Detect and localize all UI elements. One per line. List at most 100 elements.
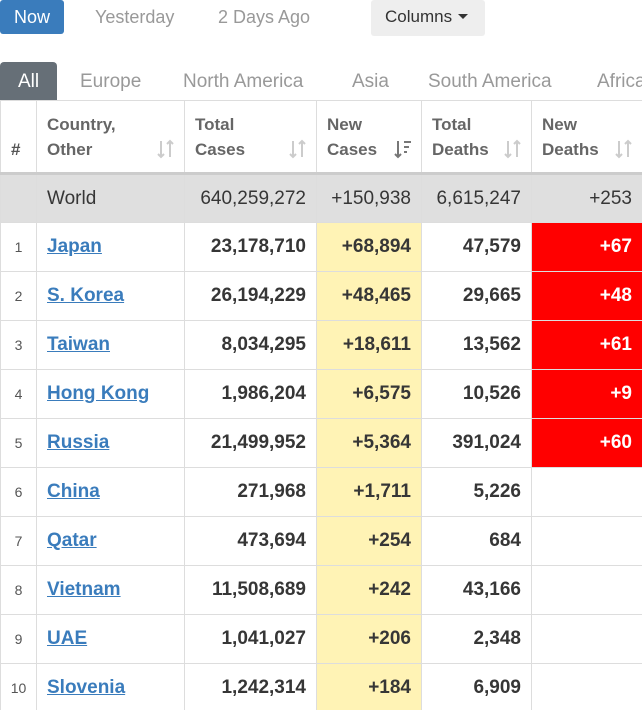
table-row: 1 Japan 23,178,710 +68,894 47,579 +67 [0,222,642,272]
table-row: 7 Qatar 473,694 +254 684 [0,516,642,566]
table-row: 9 UAE 1,041,027 +206 2,348 [0,614,642,664]
total-deaths-cell: 47,579 [421,222,532,272]
row-index: 5 [0,418,37,468]
row-index: 9 [0,614,37,664]
new-deaths-cell [531,467,642,517]
new-deaths-cell: +67 [531,222,642,272]
covid-table: # Country, Other Total Cases New Case [0,100,642,710]
total-deaths-cell: 10,526 [421,369,532,419]
new-cases-cell: +18,611 [316,320,422,370]
world-index-cell [0,173,37,223]
tab-now[interactable]: Now [0,0,65,34]
world-new-cases: +150,938 [316,173,422,223]
total-cases-cell: 23,178,710 [184,222,317,272]
row-index: 4 [0,369,37,419]
row-index: 2 [0,271,37,321]
country-link-text[interactable]: Hong Kong [47,383,150,404]
country-link-text[interactable]: Vietnam [47,579,121,600]
row-index: 3 [0,320,37,370]
new-cases-cell: +68,894 [316,222,422,272]
header-total-cases-line1: Total [195,114,235,134]
tab-north-america[interactable]: North America [183,71,304,92]
total-cases-cell: 1,242,314 [184,663,317,710]
country-link: Taiwan [36,320,185,370]
new-cases-cell: +1,711 [316,467,422,517]
table-row: 6 China 271,968 +1,711 5,226 [0,467,642,517]
header-new-cases-line1: New [327,114,362,134]
total-cases-cell: 1,986,204 [184,369,317,419]
table-row: 3 Taiwan 8,034,295 +18,611 13,562 +61 [0,320,642,370]
total-cases-cell: 11,508,689 [184,565,317,615]
header-total-deaths-line1: Total [432,114,472,134]
country-link: S. Korea [36,271,185,321]
world-total-deaths: 6,615,247 [421,173,532,223]
country-link-text[interactable]: China [47,481,100,502]
row-index: 8 [0,565,37,615]
country-link: Vietnam [36,565,185,615]
new-deaths-cell: +61 [531,320,642,370]
world-row: World 640,259,272 +150,938 6,615,247 +25… [0,173,642,223]
table-header-row: # Country, Other Total Cases New Case [0,100,642,174]
new-deaths-cell: +9 [531,369,642,419]
tab-south-america[interactable]: South America [428,71,552,92]
header-new-deaths[interactable]: New Deaths [531,100,642,174]
total-cases-cell: 26,194,229 [184,271,317,321]
table-row: 2 S. Korea 26,194,229 +48,465 29,665 +48 [0,271,642,321]
table-row: 4 Hong Kong 1,986,204 +6,575 10,526 +9 [0,369,642,419]
row-index: 6 [0,467,37,517]
total-deaths-cell: 391,024 [421,418,532,468]
region-tab-bar: All Europe North America Asia South Amer… [0,62,642,101]
new-cases-cell: +184 [316,663,422,710]
header-country-line1: Country, [47,114,116,134]
total-deaths-cell: 5,226 [421,467,532,517]
tab-yesterday[interactable]: Yesterday [95,7,175,27]
total-deaths-cell: 43,166 [421,565,532,615]
total-deaths-cell: 13,562 [421,320,532,370]
country-link-text[interactable]: S. Korea [47,285,125,306]
header-new-deaths-line1: New [542,114,577,134]
new-cases-cell: +254 [316,516,422,566]
new-cases-cell: +48,465 [316,271,422,321]
new-deaths-cell: +48 [531,271,642,321]
country-link-text[interactable]: Japan [47,236,102,257]
country-link: Slovenia [36,663,185,710]
table-row: 10 Slovenia 1,242,314 +184 6,909 [0,663,642,710]
new-deaths-cell: +60 [531,418,642,468]
country-link-text[interactable]: Qatar [47,530,97,551]
sort-arrows-icon [504,139,521,159]
header-new-cases-line2: Cases [327,139,378,159]
new-cases-cell: +206 [316,614,422,664]
total-deaths-cell: 684 [421,516,532,566]
country-link-text[interactable]: UAE [47,628,88,649]
country-link-text[interactable]: Slovenia [47,677,126,698]
total-deaths-cell: 29,665 [421,271,532,321]
header-total-deaths[interactable]: Total Deaths [421,100,532,174]
columns-button[interactable]: Columns [371,0,485,36]
country-rows: 1 Japan 23,178,710 +68,894 47,579 +67 2 S. Kore… [0,222,642,710]
sort-desc-icon [394,141,411,159]
new-deaths-cell [531,614,642,664]
columns-button-label: Columns [385,7,453,26]
day-tab-bar: Now Yesterday 2 Days Ago Columns [0,0,642,36]
header-total-cases-line2: Cases [195,139,246,159]
sort-arrows-icon [615,139,632,159]
total-cases-cell: 271,968 [184,467,317,517]
country-link: Russia [36,418,185,468]
tab-2-days-ago[interactable]: 2 Days Ago [218,7,311,27]
header-new-cases[interactable]: New Cases [316,100,422,174]
new-deaths-cell [531,565,642,615]
country-link-text[interactable]: Taiwan [47,334,110,355]
row-index: 1 [0,222,37,272]
tab-europe[interactable]: Europe [80,71,142,92]
country-link-text[interactable]: Russia [47,432,110,453]
header-total-cases[interactable]: Total Cases [184,100,317,174]
world-new-deaths: +253 [531,173,642,223]
world-total-cases: 640,259,272 [184,173,317,223]
header-country[interactable]: Country, Other [36,100,185,174]
sort-arrows-icon [289,139,306,159]
tab-asia[interactable]: Asia [352,71,389,92]
sort-arrows-icon [157,139,174,159]
tab-africa[interactable]: Africa [597,71,642,92]
tab-all[interactable]: All [0,62,58,101]
new-cases-cell: +5,364 [316,418,422,468]
